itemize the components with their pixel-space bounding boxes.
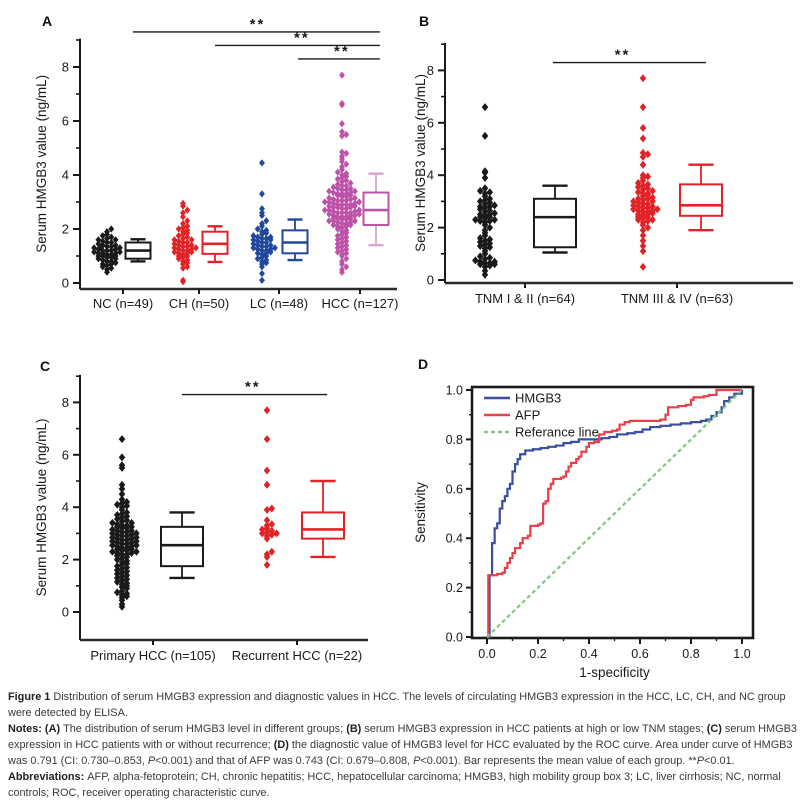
figure-abbreviations: Abbreviations: AFP, alpha-fetoprotein; C… xyxy=(8,771,781,799)
svg-text:6: 6 xyxy=(62,114,69,129)
panel-b: B 0 2 4 6 8 Serum HMGB3 value (ng/mL) TNM I & … xyxy=(413,8,805,338)
svg-text:AFP: AFP xyxy=(515,408,540,423)
svg-text:8: 8 xyxy=(62,60,69,75)
svg-text:**: ** xyxy=(245,379,261,396)
svg-text:1.0: 1.0 xyxy=(733,647,750,661)
svg-text:1.0: 1.0 xyxy=(446,384,463,398)
svg-text:**: ** xyxy=(615,47,631,64)
svg-text:Sensitivity: Sensitivity xyxy=(413,482,428,543)
panel-c-chart: 0 2 4 6 8 Serum HMGB3 value (ng/mL) Primary HC… xyxy=(34,374,368,663)
svg-text:4: 4 xyxy=(62,168,69,183)
panel-d-label: D xyxy=(418,356,429,372)
panel-a-chart: 0 2 4 6 8 Serum HMGB3 value (ng/mL) NC (n=49) C… xyxy=(34,16,399,311)
panel-c-label: C xyxy=(40,358,51,374)
svg-text:6: 6 xyxy=(62,447,69,462)
svg-text:Serum HMGB3 value (ng/mL): Serum HMGB3 value (ng/mL) xyxy=(34,419,49,597)
svg-text:Serum HMGB3 value (ng/mL): Serum HMGB3 value (ng/mL) xyxy=(413,74,428,252)
svg-text:0: 0 xyxy=(62,605,69,620)
svg-text:0: 0 xyxy=(62,276,69,291)
svg-text:8: 8 xyxy=(62,395,69,410)
svg-text:0.0: 0.0 xyxy=(446,631,463,645)
svg-text:Referance line: Referance line xyxy=(515,425,599,440)
svg-text:2: 2 xyxy=(427,220,434,235)
svg-text:CH (n=50): CH (n=50) xyxy=(169,296,229,311)
svg-text:8: 8 xyxy=(427,63,434,78)
svg-text:Recurrent HCC (n=22): Recurrent HCC (n=22) xyxy=(232,648,362,663)
svg-text:**: ** xyxy=(334,43,350,60)
svg-text:**: ** xyxy=(250,16,266,33)
svg-text:0.0: 0.0 xyxy=(478,647,495,661)
svg-text:0.6: 0.6 xyxy=(446,482,463,496)
figure-caption-block: Figure 1 Distribution of serum HMGB3 exp… xyxy=(8,689,802,801)
svg-text:2: 2 xyxy=(62,222,69,237)
panel-d-chart: 0.0 0.2 0.4 0.6 0.8 1.0 0.0 0.2 0.4 0.6 0.8 1.0 1-sp… xyxy=(413,384,755,680)
svg-text:**: ** xyxy=(294,29,310,46)
svg-text:0.4: 0.4 xyxy=(446,532,463,546)
svg-text:4: 4 xyxy=(427,168,434,183)
panel-a-label: A xyxy=(42,13,53,29)
svg-text:2: 2 xyxy=(62,552,69,567)
svg-text:0.6: 0.6 xyxy=(631,647,648,661)
svg-text:1-specificity: 1-specificity xyxy=(579,665,650,680)
panel-a: A 0 2 4 6 8 Serum HMGB3 value (ng/mL) NC (n=49… xyxy=(30,8,407,338)
svg-text:0.8: 0.8 xyxy=(446,433,463,447)
svg-text:0: 0 xyxy=(427,273,434,288)
svg-text:0.2: 0.2 xyxy=(446,581,463,595)
panel-c: C 0 2 4 6 8 Serum HMGB3 value (ng/mL) Primary … xyxy=(30,352,407,687)
svg-text:Primary HCC (n=105): Primary HCC (n=105) xyxy=(90,648,215,663)
panel-b-label: B xyxy=(419,13,430,29)
svg-text:6: 6 xyxy=(427,115,434,130)
svg-text:4: 4 xyxy=(62,500,69,515)
svg-text:HMGB3: HMGB3 xyxy=(515,391,561,406)
svg-text:0.8: 0.8 xyxy=(682,647,699,661)
panel-d: D 0.0 0.2 0.4 0.6 0.8 1.0 0.0 0.2 0.4 0.6 0.8 1.0 1-… xyxy=(410,352,807,687)
svg-text:0.4: 0.4 xyxy=(580,647,597,661)
figure-caption: Figure 1 Distribution of serum HMGB3 exp… xyxy=(8,691,786,719)
svg-text:TNM I & II (n=64): TNM I & II (n=64) xyxy=(475,291,575,306)
svg-text:TNM III & IV (n=63): TNM III & IV (n=63) xyxy=(621,291,733,306)
svg-text:0.2: 0.2 xyxy=(529,647,546,661)
svg-text:Serum HMGB3 value (ng/mL): Serum HMGB3 value (ng/mL) xyxy=(34,75,49,253)
svg-text:HCC (n=127): HCC (n=127) xyxy=(322,296,399,311)
svg-text:NC (n=49): NC (n=49) xyxy=(93,296,153,311)
figure-notes: Notes: (A) The distribution of serum HMG… xyxy=(8,723,797,767)
svg-text:LC (n=48): LC (n=48) xyxy=(250,296,308,311)
